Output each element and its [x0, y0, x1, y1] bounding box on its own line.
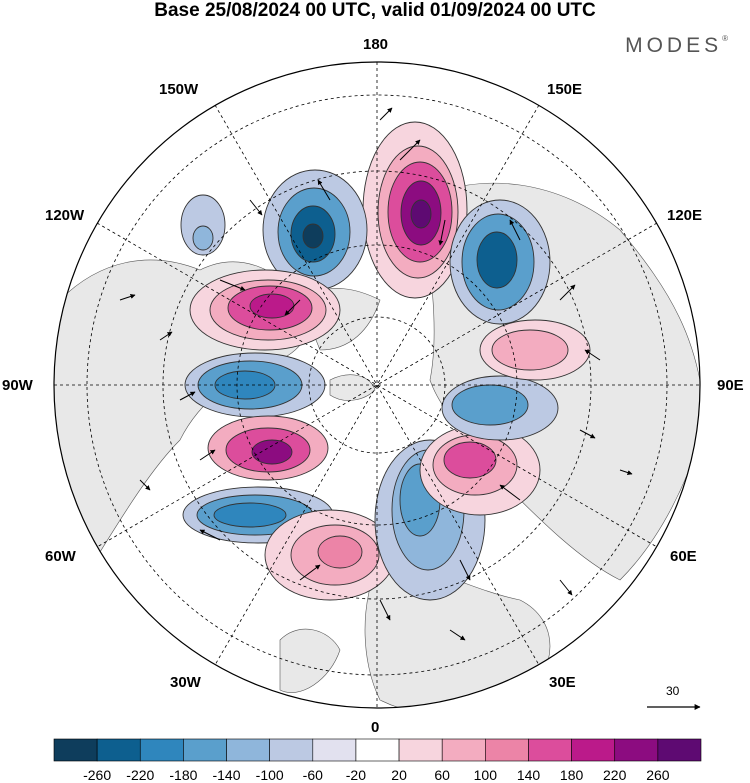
negative-anomaly-alaska [180, 194, 226, 256]
lon-label-30e: 30E [549, 674, 576, 691]
colorbar-swatch [269, 738, 314, 762]
wind-arrow [379, 107, 393, 121]
negative-anomaly-siberia-3 [476, 231, 518, 289]
colorbar-tick-label: 220 [603, 767, 627, 783]
colorbar-tick-label: -20 [345, 767, 367, 783]
wind-arrow [249, 199, 263, 216]
positive-anomaly-c-siberia-2 [491, 329, 569, 371]
colorbar-swatch [571, 738, 616, 762]
reference-vector-label: 30 [666, 684, 680, 698]
colorbar-swatch [657, 738, 702, 762]
wind-arrow [459, 559, 471, 581]
colorbar-tick-label: -220 [126, 767, 155, 783]
colorbar-swatch [441, 738, 486, 762]
wind-arrow [317, 179, 331, 201]
lon-label-60w: 60W [45, 548, 76, 565]
colorbar-swatch [226, 738, 270, 762]
wind-arrow [199, 529, 221, 541]
lon-label-150w: 150W [159, 81, 199, 98]
land-greenland [329, 374, 376, 401]
wind-arrow [219, 279, 246, 291]
wind-arrow [438, 219, 446, 246]
lon-label-90e: 90E [717, 377, 744, 394]
colorbar-tick-label: -180 [169, 767, 198, 783]
positive-anomaly-n-atlantic-3 [317, 535, 363, 569]
positive-anomaly-labrador-3 [251, 439, 293, 465]
colorbar-tick-label: -260 [83, 767, 112, 783]
lon-label-120w: 120W [45, 207, 85, 224]
wind-arrow [379, 599, 391, 621]
lon-label-120e: 120E [667, 207, 703, 224]
lon-label-150e: 150E [547, 81, 583, 98]
negative-anomaly-hudson-3 [214, 370, 276, 400]
wind-arrow [619, 469, 633, 475]
land-iberia [279, 628, 341, 693]
colorbar-swatch [355, 738, 400, 762]
positive-anomaly-pacific-5 [410, 199, 432, 229]
wind-vectors [119, 107, 633, 641]
colorbar-swatch [528, 738, 572, 762]
negative-anomaly-nw-4 [302, 223, 324, 249]
wind-arrow [119, 294, 136, 301]
colorbar [53, 738, 702, 762]
wind-arrow [299, 564, 321, 581]
wind-arrow [584, 349, 601, 361]
map-title: Base 25/08/2024 00 UTC, valid 01/09/2024… [154, 0, 596, 21]
anomaly-fields [180, 121, 591, 601]
colorbar-tick-label: -140 [212, 767, 241, 783]
wind-arrow [449, 629, 466, 641]
lon-label-60e: 60E [670, 548, 697, 565]
wind-arrow [499, 484, 521, 501]
wind-arrow [284, 299, 301, 316]
colorbar-tick-label: -60 [302, 767, 323, 783]
graticule [54, 62, 700, 708]
modes-logo: MODES® [625, 34, 728, 58]
negative-anomaly-kara-2 [451, 384, 529, 426]
brand-mark: ® [722, 34, 728, 43]
colorbar-tick-label: 20 [391, 767, 407, 783]
colorbar-swatch [139, 738, 184, 762]
lon-label-0: 0 [371, 719, 380, 736]
negative-anomaly-alaska-2 [192, 225, 214, 251]
wind-arrow [399, 139, 421, 161]
colorbar-swatch [312, 738, 357, 762]
wind-arrow [559, 284, 576, 301]
lon-label-180: 180 [363, 36, 389, 53]
map-disk [54, 62, 700, 708]
negative-anomaly-w-atlantic-3 [213, 502, 287, 528]
positive-anomaly-canada-4 [249, 293, 295, 319]
map-boundary [53, 61, 701, 709]
wind-arrow [159, 331, 173, 341]
brand-text: MODES [625, 34, 723, 57]
colorbar-tick-label: 60 [434, 767, 450, 783]
wind-arrow [509, 219, 521, 241]
colorbar-swatch [183, 738, 227, 762]
wind-arrow [139, 479, 151, 491]
colorbar-tick-label: 100 [473, 767, 497, 783]
wind-arrow [559, 579, 573, 596]
colorbar-swatch [53, 738, 98, 762]
colorbar-swatch [485, 738, 529, 762]
lon-label-90w: 90W [2, 377, 33, 394]
wind-arrow [579, 429, 596, 439]
wind-arrow [199, 449, 216, 461]
colorbar-swatch [96, 738, 141, 762]
positive-anomaly-russia-3 [443, 441, 497, 479]
colorbar-tick-label: 180 [559, 767, 584, 783]
wind-arrow [179, 391, 196, 401]
colorbar-tick-label: 140 [516, 767, 541, 783]
lon-label-30w: 30W [170, 674, 201, 691]
colorbar-swatch [614, 738, 659, 762]
colorbar-tick-label: -100 [255, 767, 284, 783]
colorbar-tick-label: 260 [646, 767, 670, 783]
colorbar-swatch [398, 738, 443, 762]
